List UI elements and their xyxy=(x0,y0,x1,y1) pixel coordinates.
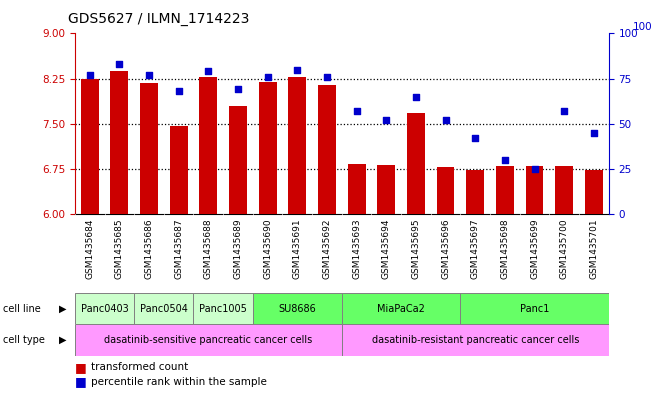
Point xyxy=(352,108,362,114)
Bar xyxy=(258,82,277,214)
Bar xyxy=(496,166,514,214)
Text: MiaPaCa2: MiaPaCa2 xyxy=(377,303,425,314)
Point xyxy=(85,72,95,78)
Point xyxy=(144,72,154,78)
Text: cell line: cell line xyxy=(3,303,41,314)
Bar xyxy=(460,293,609,324)
Text: ■: ■ xyxy=(75,361,87,374)
Bar xyxy=(318,84,336,214)
Point xyxy=(559,108,570,114)
Text: GSM1435685: GSM1435685 xyxy=(115,218,124,279)
Point xyxy=(500,157,510,163)
Bar xyxy=(111,71,128,214)
Point xyxy=(173,88,184,94)
Text: ▶: ▶ xyxy=(59,335,66,345)
Text: GSM1435695: GSM1435695 xyxy=(411,218,421,279)
Text: GSM1435687: GSM1435687 xyxy=(174,218,183,279)
Text: GDS5627 / ILMN_1714223: GDS5627 / ILMN_1714223 xyxy=(68,12,250,26)
Text: dasatinib-resistant pancreatic cancer cells: dasatinib-resistant pancreatic cancer ce… xyxy=(372,335,579,345)
Text: GSM1435686: GSM1435686 xyxy=(145,218,154,279)
Text: GSM1435693: GSM1435693 xyxy=(352,218,361,279)
Bar xyxy=(253,293,342,324)
Bar xyxy=(585,170,603,214)
Bar xyxy=(466,170,484,214)
Text: SU8686: SU8686 xyxy=(279,303,316,314)
Point xyxy=(114,61,124,67)
Bar xyxy=(525,166,544,214)
Bar xyxy=(348,164,365,214)
Point xyxy=(262,73,273,80)
Bar xyxy=(229,106,247,214)
Text: GSM1435697: GSM1435697 xyxy=(471,218,480,279)
Text: GSM1435690: GSM1435690 xyxy=(263,218,272,279)
Text: GSM1435701: GSM1435701 xyxy=(589,218,598,279)
Text: GSM1435694: GSM1435694 xyxy=(381,218,391,279)
Bar xyxy=(170,126,187,214)
Text: GSM1435696: GSM1435696 xyxy=(441,218,450,279)
Point xyxy=(589,130,599,136)
Point xyxy=(292,66,303,73)
Text: GSM1435699: GSM1435699 xyxy=(530,218,539,279)
Text: percentile rank within the sample: percentile rank within the sample xyxy=(91,377,267,387)
Text: Panc0403: Panc0403 xyxy=(81,303,128,314)
Bar xyxy=(555,166,573,214)
Point xyxy=(203,68,214,75)
Point xyxy=(322,73,332,80)
Point xyxy=(529,166,540,172)
Bar xyxy=(342,293,460,324)
Bar xyxy=(140,83,158,214)
Bar xyxy=(437,167,454,214)
Text: Panc0504: Panc0504 xyxy=(140,303,187,314)
Bar xyxy=(378,165,395,214)
Text: GSM1435688: GSM1435688 xyxy=(204,218,213,279)
Text: Panc1005: Panc1005 xyxy=(199,303,247,314)
Bar xyxy=(199,77,217,214)
Point xyxy=(381,117,391,123)
Text: Panc1: Panc1 xyxy=(520,303,549,314)
Point xyxy=(440,117,450,123)
Text: GSM1435691: GSM1435691 xyxy=(293,218,302,279)
Text: 100%: 100% xyxy=(633,22,651,31)
Text: ■: ■ xyxy=(75,375,87,389)
Text: dasatinib-sensitive pancreatic cancer cells: dasatinib-sensitive pancreatic cancer ce… xyxy=(104,335,312,345)
Bar xyxy=(75,293,134,324)
Point xyxy=(411,94,421,100)
Text: GSM1435689: GSM1435689 xyxy=(234,218,242,279)
Bar xyxy=(81,79,98,214)
Text: ▶: ▶ xyxy=(59,303,66,314)
Bar xyxy=(75,324,342,356)
Text: transformed count: transformed count xyxy=(91,362,188,373)
Text: GSM1435692: GSM1435692 xyxy=(322,218,331,279)
Point xyxy=(233,86,243,93)
Text: GSM1435684: GSM1435684 xyxy=(85,218,94,279)
Text: cell type: cell type xyxy=(3,335,45,345)
Point xyxy=(470,135,480,141)
Bar xyxy=(407,113,425,214)
Bar xyxy=(193,293,253,324)
Text: GSM1435700: GSM1435700 xyxy=(560,218,569,279)
Bar xyxy=(288,77,306,214)
Bar xyxy=(342,324,609,356)
Text: GSM1435698: GSM1435698 xyxy=(501,218,509,279)
Bar xyxy=(134,293,193,324)
